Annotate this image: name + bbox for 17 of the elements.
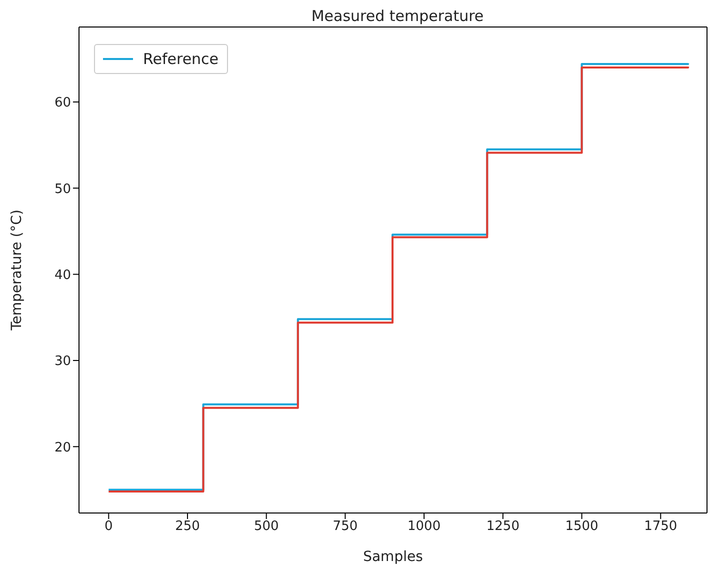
- y-tick-label: 40: [54, 268, 71, 283]
- x-tick-label: 500: [254, 519, 279, 534]
- x-tick-label: 1750: [644, 519, 678, 534]
- x-tick-label: 250: [175, 519, 200, 534]
- x-tick-label: 1250: [486, 519, 520, 534]
- y-tick-label: 30: [54, 354, 71, 370]
- y-tick-label: 20: [54, 440, 71, 456]
- x-tick-label: 750: [332, 519, 358, 534]
- x-tick-label: 1500: [565, 519, 598, 534]
- y-tick-label: 60: [54, 96, 71, 111]
- x-tick-label: 1000: [408, 519, 441, 534]
- x-tick-label: 0: [104, 519, 113, 534]
- x-axis-title: Samples: [363, 549, 423, 565]
- chart-title: Measured temperature: [310, 7, 485, 25]
- legend-label: Reference: [143, 49, 219, 70]
- y-axis-title: Temperature (°C): [8, 210, 25, 332]
- y-tick-label: 50: [54, 182, 71, 197]
